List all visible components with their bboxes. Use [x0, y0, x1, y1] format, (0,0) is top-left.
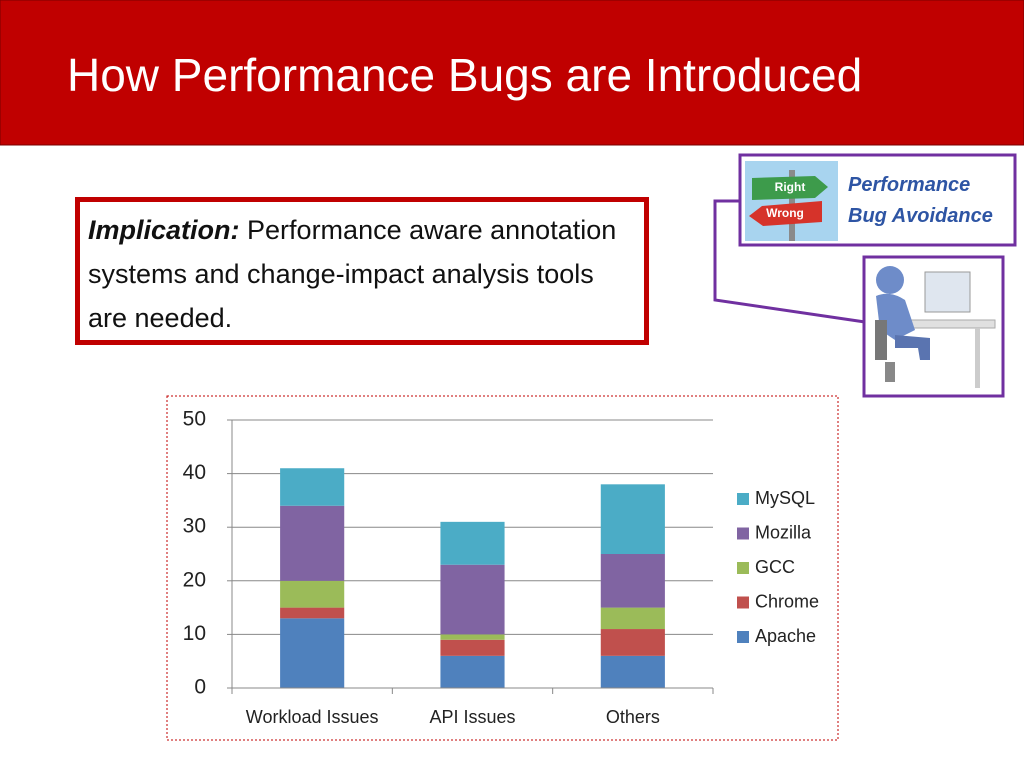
chart: 0 10 20 30 40 50 Workload Issues API Issues Othe… — [183, 408, 819, 727]
bar-segment — [280, 468, 345, 506]
bar-segment — [280, 580, 345, 608]
connector — [713, 199, 866, 324]
legend-swatch — [737, 631, 749, 643]
bar-segment — [600, 484, 665, 554]
slide-title: How Performance Bugs are Introduced — [67, 49, 862, 101]
legend-label: GCC — [755, 557, 795, 577]
sign-wrong-text: Wrong — [766, 206, 804, 220]
person-image — [875, 266, 996, 388]
bar-segment — [280, 505, 345, 581]
legend-label: MySQL — [755, 488, 815, 508]
y-tick-label: 20 — [183, 568, 206, 591]
bar-segment — [440, 655, 505, 688]
x-tick-label: Others — [606, 707, 660, 727]
legend-swatch — [737, 527, 749, 540]
y-tick-label: 0 — [194, 676, 206, 699]
implication-box: Implication: Performance aware annotatio… — [75, 197, 649, 345]
legend-label: Mozilla — [755, 522, 812, 542]
chart-frame — [166, 395, 839, 741]
bar-segment — [280, 607, 345, 619]
legend-label: Apache — [755, 626, 816, 646]
bar-segment — [440, 521, 505, 565]
title-band — [0, 0, 1024, 146]
legend-swatch — [737, 562, 749, 574]
y-tick-label: 40 — [183, 461, 206, 484]
y-tick-label: 10 — [183, 622, 206, 645]
implication-label: Implication: — [88, 215, 240, 245]
callout-label: Performance Bug Avoidance — [848, 174, 993, 227]
legend-label: Chrome — [755, 591, 819, 611]
legend-swatch — [737, 493, 749, 505]
sign-wrong — [749, 201, 822, 226]
bar-segment — [600, 554, 665, 608]
bar-segment — [440, 564, 505, 635]
legend-swatch — [737, 596, 749, 609]
bar-segment — [600, 607, 665, 630]
bar-segment — [600, 629, 665, 656]
bar-segment — [440, 639, 505, 656]
x-tick-label: API Issues — [429, 707, 515, 727]
sign-right-text: Right — [775, 180, 806, 194]
implication-text: Performance aware annotation systems and… — [88, 215, 617, 333]
sign-right — [752, 176, 828, 200]
bar-segment — [440, 634, 505, 640]
bar-segment — [600, 655, 665, 688]
y-tick-label: 50 — [183, 408, 206, 431]
x-tick-label: Workload Issues — [246, 707, 379, 727]
bar-segment — [280, 618, 345, 688]
y-tick-label: 30 — [183, 515, 206, 538]
